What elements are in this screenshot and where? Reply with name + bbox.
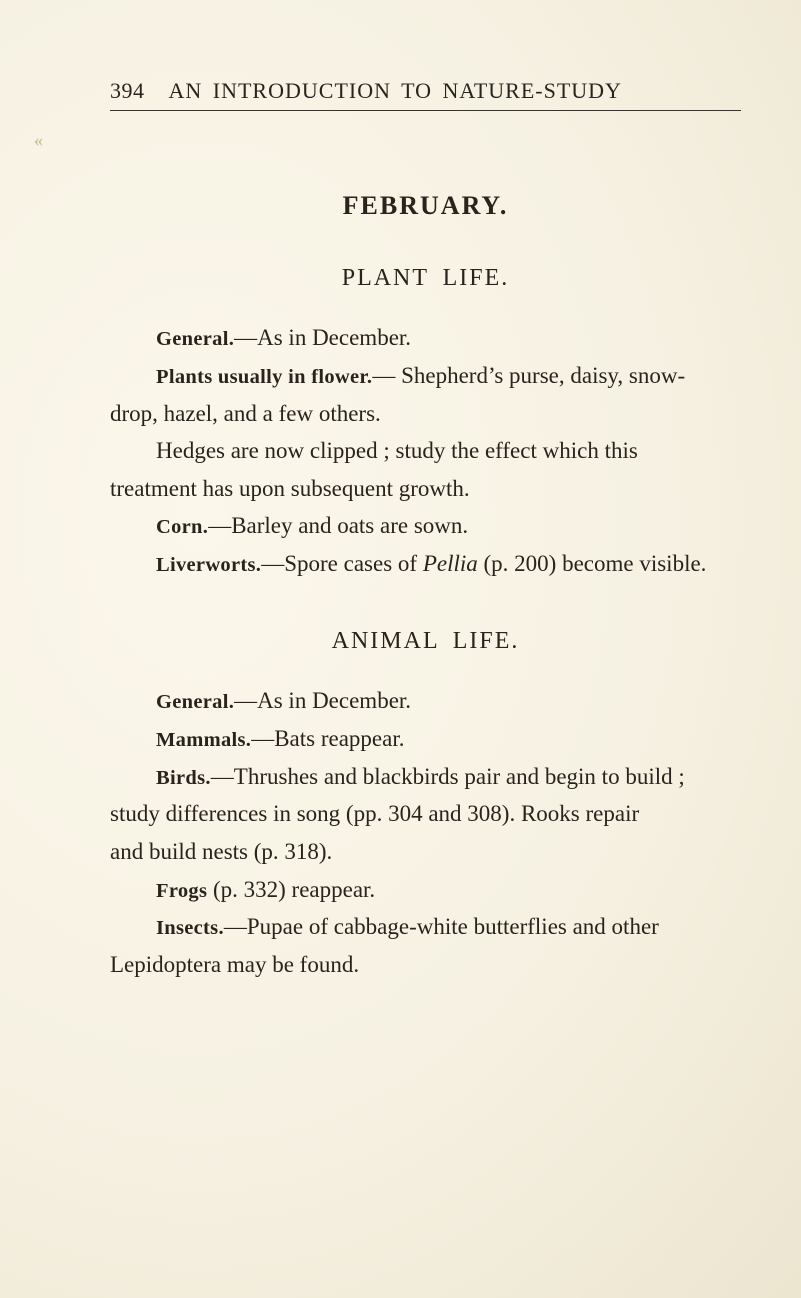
entry-label: Mammals. <box>156 729 251 751</box>
entry-mammals: Mammals.—Bats reappear. <box>110 721 741 757</box>
entry-plants-in-flower: Plants usually in flower.— Shepherd’s pu… <box>110 358 741 394</box>
section-plant-life: PLANT LIFE. General.—As in December. Pla… <box>110 265 741 582</box>
month-heading: FEBRUARY. <box>110 191 741 221</box>
running-title: AN INTRODUCTION TO NATURE-STUDY <box>169 78 622 104</box>
entry-text: —Bats reappear. <box>251 726 404 751</box>
italic-term: Pellia <box>423 551 478 576</box>
section-title: ANIMAL LIFE. <box>110 628 741 655</box>
entry-label: Liverworts. <box>156 554 261 576</box>
entry-liverworts: Liverworts.—Spore cases of Pellia (p. 20… <box>110 546 741 582</box>
book-page: « 394 AN INTRODUCTION TO NATURE-STUDY FE… <box>0 0 801 1298</box>
header-rule <box>110 110 741 111</box>
entry-continuation: study differences in song (pp. 304 and 3… <box>110 796 741 832</box>
entry-text: —Barley and oats are sown. <box>208 513 468 538</box>
entry-corn: Corn.—Barley and oats are sown. <box>110 508 741 544</box>
entry-continuation: Lepidoptera may be found. <box>110 947 741 983</box>
entry-text: —Pupae of cabbage-white butterflies and … <box>224 914 659 939</box>
entry-insects: Insects.—Pupae of cabbage-white butterfl… <box>110 909 741 945</box>
entry-label: General. <box>156 691 234 713</box>
entry-text: —Thrushes and blackbirds pair and begin … <box>211 764 685 789</box>
entry-text: —As in December. <box>234 688 411 713</box>
entry-label: General. <box>156 328 234 350</box>
entry-general: General.—As in December. <box>110 320 741 356</box>
entry-label: Birds. <box>156 767 211 789</box>
entry-text: — Shepherd’s purse, daisy, snow- <box>372 363 685 388</box>
entry-continuation: treatment has upon subsequent growth. <box>110 471 741 507</box>
running-header: 394 AN INTRODUCTION TO NATURE-STUDY <box>110 78 741 104</box>
section-title: PLANT LIFE. <box>110 265 741 292</box>
entry-label: Corn. <box>156 516 208 538</box>
entry-birds: Birds.—Thrushes and blackbirds pair and … <box>110 759 741 795</box>
entry-label: Frogs <box>156 880 207 902</box>
entry-continuation: drop, hazel, and a few others. <box>110 396 741 432</box>
entry-frogs: Frogs (p. 332) reappear. <box>110 872 741 908</box>
entry-hedges: Hedges are now clipped ; study the effec… <box>110 433 741 469</box>
entry-label: Insects. <box>156 917 224 939</box>
section-animal-life: ANIMAL LIFE. General.—As in December. Ma… <box>110 628 741 983</box>
entry-label: Plants usually in flower. <box>156 366 372 388</box>
entry-text: —As in December. <box>234 325 411 350</box>
margin-mark: « <box>34 130 43 151</box>
page-number: 394 <box>110 78 145 104</box>
entry-text: (p. 200) become visible. <box>478 551 707 576</box>
entry-text: —Spore cases of <box>261 551 423 576</box>
entry-general: General.—As in December. <box>110 683 741 719</box>
entry-continuation: and build nests (p. 318). <box>110 834 741 870</box>
entry-text: (p. 332) reappear. <box>207 877 375 902</box>
